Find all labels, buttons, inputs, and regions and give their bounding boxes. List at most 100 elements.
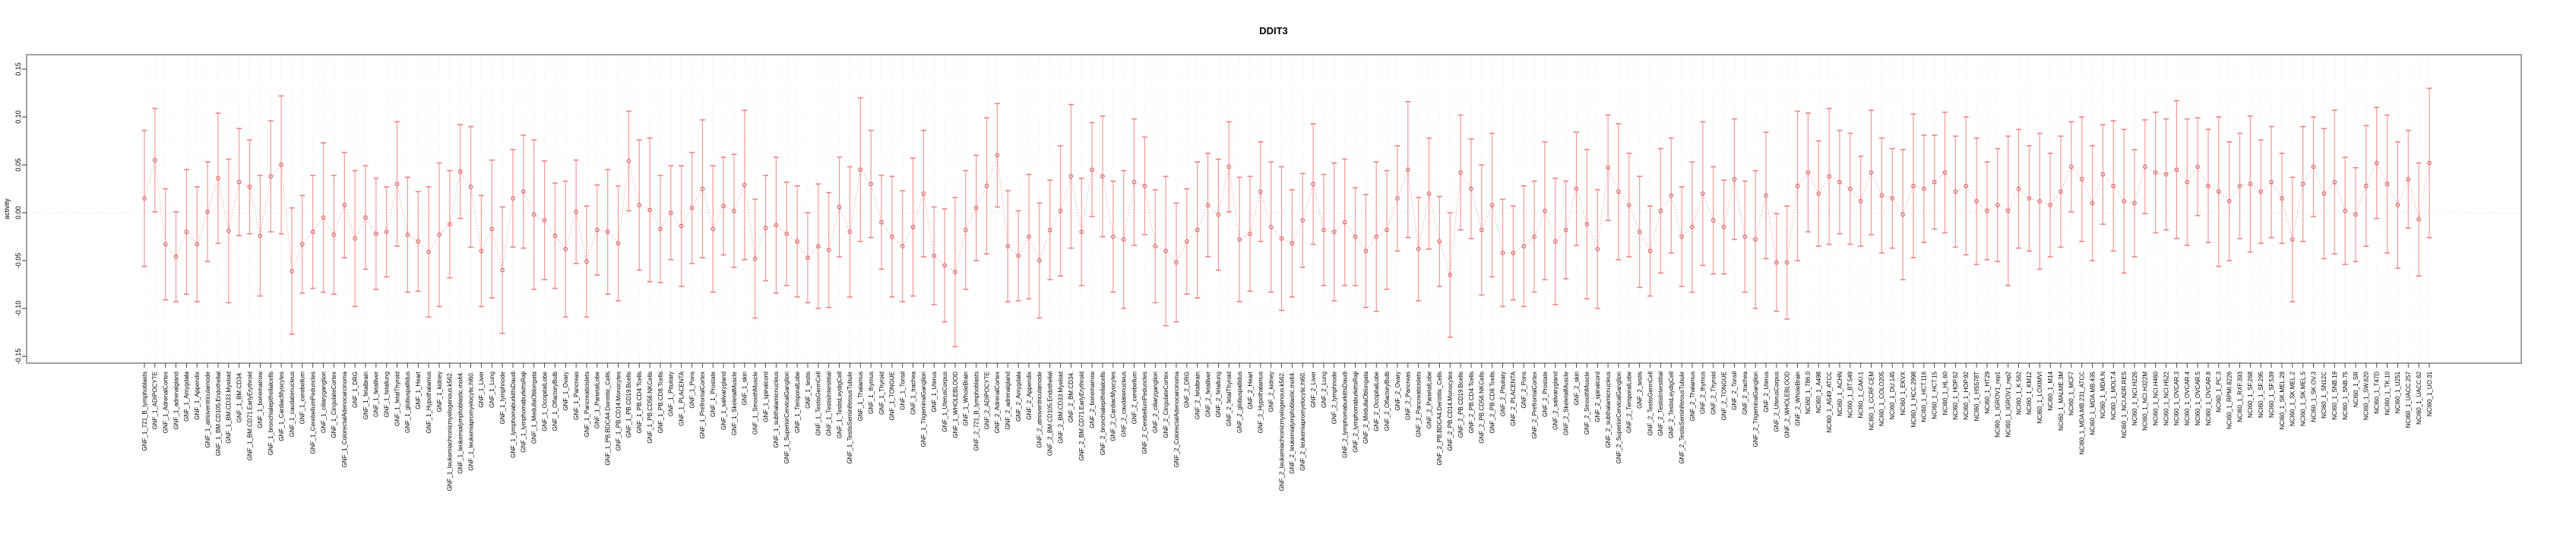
x-category-label: NCI60_1_A498 [1815,371,1822,413]
data-point [142,196,147,201]
data-point [1595,247,1600,251]
x-category-label: GNF_2_Pons [1521,372,1527,408]
x-category-label: GNF_2_Thyroid [1710,372,1717,415]
x-category-label: GNF_1_BM.CD33.Myeloid [226,372,233,444]
data-point [626,159,631,163]
data-point [963,227,968,232]
x-category-label: GNF_2_CardiacMyocytes [1110,372,1117,441]
data-point [2374,160,2379,166]
x-category-label: GNF_1_lymphomaburkittsRaji [521,372,527,453]
x-category-label: GNF_1_Ovary [562,372,569,411]
x-category-label: GNF_2_Liver [1310,372,1317,408]
x-category-label: GNF_1_WholeBrain [963,372,970,426]
x-category-label: GNF_2_PrefrontalCortex [1531,372,1538,438]
x-category-label: NCI60_1_NCI.ADR.RES [2121,372,2128,438]
x-category-label: NCI60_1_HOP.92 [1963,371,1970,419]
x-category-label: GNF_1_bronchialepithelialcells [267,372,274,455]
x-category-label: GNF_2_BM.CD33.Myeloid [1057,372,1064,444]
data-point [584,259,589,264]
data-point [2427,160,2432,166]
data-point [2406,177,2411,182]
x-category-label: NCI60_1_OVCAR.3 [2173,371,2180,425]
data-point [1784,260,1790,265]
data-point [1847,186,1853,191]
data-point [1827,174,1831,179]
x-category-label: GNF_2_BM.CD71.EarlyErythroid [1078,372,1085,460]
x-category-label: NCI60_1_SF.295 [2258,371,2264,417]
x-category-label: GNF_2_lymphnode [1331,371,1338,424]
x-category-label: GNF_1_Appendix [194,372,201,420]
x-category-label: GNF_2_PLACENTA [1510,371,1517,426]
x-category-label: GNF_1_fetalbrain [362,372,369,419]
x-category-label: GNF_2_globuspallidus [1236,372,1243,433]
data-point [1658,208,1663,213]
x-category-label: GNF_1_PB.CD56.NKCells [647,372,653,444]
data-point [2027,196,2032,201]
x-category-label: GNF_2_AdrenalCortex [994,372,1001,433]
data-point [921,191,926,196]
x-category-label: GNF_2_caudatenucleus [1121,372,1128,437]
data-point [1679,234,1684,239]
data-point [2185,179,2190,185]
x-category-label: GNF_2_cerebellum [1131,372,1138,425]
data-point [2174,167,2179,172]
x-category-label: NCI60_1_EKVX [1900,371,1907,415]
data-point [279,163,283,167]
data-point [2100,172,2106,177]
data-point [1248,231,1252,236]
data-point [1721,225,1726,229]
data-point [1321,227,1326,232]
y-tick-label: 0.00 [14,206,22,220]
x-category-label: GNF_1_BM.CD71.EarlyErythroid [246,372,253,460]
x-category-label: GNF_2_Pancreas [1405,372,1412,420]
data-point [732,208,736,213]
x-category-label: NCI60_1_HCT.116 [1921,371,1928,422]
data-point [784,231,790,236]
x-category-label: GNF_2_TestisGermCell [1647,372,1654,436]
data-point [2111,183,2116,188]
data-point [742,182,747,188]
data-point [1311,182,1315,187]
x-category-label: NCI60_1_PC.3 [2216,371,2223,412]
data-point [1437,239,1442,244]
data-point [1500,251,1505,255]
data-point [226,229,231,233]
x-category-label: GNF_1_fetalliver [373,372,380,417]
x-category-label: GNF_1_Pancreaticislets [584,372,590,437]
data-point [1458,170,1463,175]
data-point [1016,253,1021,258]
data-point [1532,234,1536,239]
x-category-label: NCI60_1_CAKI.1 [1857,371,1864,418]
x-category-label: NCI60_1_U251 [2394,371,2401,413]
x-category-label: GNF_1_PLACENTA [679,371,685,426]
x-category-label: GNF_2_bronchialepithelialcells [1100,372,1106,455]
x-category-label: NCI60_1_IGROV1_rep2 [2005,371,2011,437]
x-category-label: GNF_2_Lung [1321,372,1328,408]
x-category-label: NCI60_1_SNB.19 [2331,371,2338,419]
data-point [1890,196,1895,201]
data-point [616,241,621,246]
data-point [837,204,842,210]
x-category-label: GNF_1_leukemialymphoblastic.molt4. [457,372,464,474]
x-category-label: GNF_1_lymphomaburkittsDaudi [510,372,517,458]
x-category-label: GNF_1_adrenalgland [172,372,179,430]
data-point [721,204,726,209]
x-category-label: GNF_1_thymus [868,372,875,414]
data-point [2248,182,2253,187]
x-category-label: GNF_1_Thyroid [878,372,885,415]
y-tick-label: 0.15 [14,62,22,76]
data-point [2132,201,2137,206]
x-category-label: GNF_2_CingulateCortex [1163,372,1169,438]
data-point [1869,170,1874,175]
data-point [205,209,210,214]
data-point [869,182,873,187]
data-point [268,174,274,179]
data-point [363,215,368,220]
x-category-label: GNF_1_SmoothMuscle [752,371,759,435]
data-point [1921,186,1926,191]
data-point [1353,234,1358,239]
data-point [479,248,484,254]
data-point [1879,193,1885,198]
x-category-label: GNF_2_PB.CD19.Bcells [1457,372,1464,438]
data-point [795,239,799,244]
